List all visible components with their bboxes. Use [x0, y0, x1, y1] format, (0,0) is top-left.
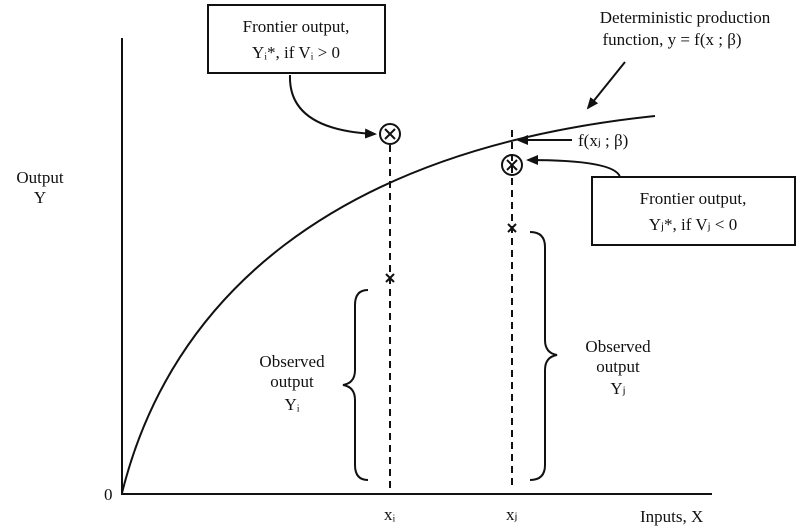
box-j-line1: Frontier output,: [640, 189, 747, 208]
origin-label: 0: [104, 485, 113, 504]
x-axis-label: Inputs, X: [640, 507, 703, 526]
y-axis-label-line1: Output: [16, 168, 64, 187]
box-i-line2: Yᵢ*, if Vᵢ > 0: [252, 43, 340, 62]
observed-i-line3: Yᵢ: [284, 395, 299, 414]
brace-j: [529, 231, 558, 481]
observed-point-j: [507, 223, 517, 233]
observed-point-i: [385, 273, 395, 283]
frontier-point-i: [379, 123, 401, 145]
deterministic-line1: Deterministic production: [600, 8, 771, 27]
arrow-deterministic: [586, 61, 626, 110]
observed-i-line2: output: [270, 372, 314, 391]
frontier-box-i: [207, 4, 386, 74]
observed-j-line3: Yⱼ: [610, 379, 625, 398]
brace-i: [342, 289, 369, 481]
x-i-label: xᵢ: [384, 505, 396, 524]
box-i-line1: Frontier output,: [243, 17, 350, 36]
arrow-box-i: [288, 74, 377, 139]
deterministic-line2: function, y = f(x ; β): [602, 30, 741, 49]
box-j-line2: Yⱼ*, if Vⱼ < 0: [649, 215, 737, 234]
y-axis-label-line2: Y: [34, 188, 46, 207]
x-j-label: xⱼ: [506, 505, 517, 524]
frontier-point-label: f(xⱼ ; β): [578, 131, 628, 150]
arrow-box-j: [526, 155, 621, 178]
production-curve: [121, 115, 656, 494]
observed-j-line2: output: [596, 357, 640, 376]
frontier-box-j: [591, 176, 796, 246]
frontier-point-j: [501, 154, 523, 176]
observed-j-line1: Observed: [585, 337, 651, 356]
observed-i-line1: Observed: [259, 352, 325, 371]
